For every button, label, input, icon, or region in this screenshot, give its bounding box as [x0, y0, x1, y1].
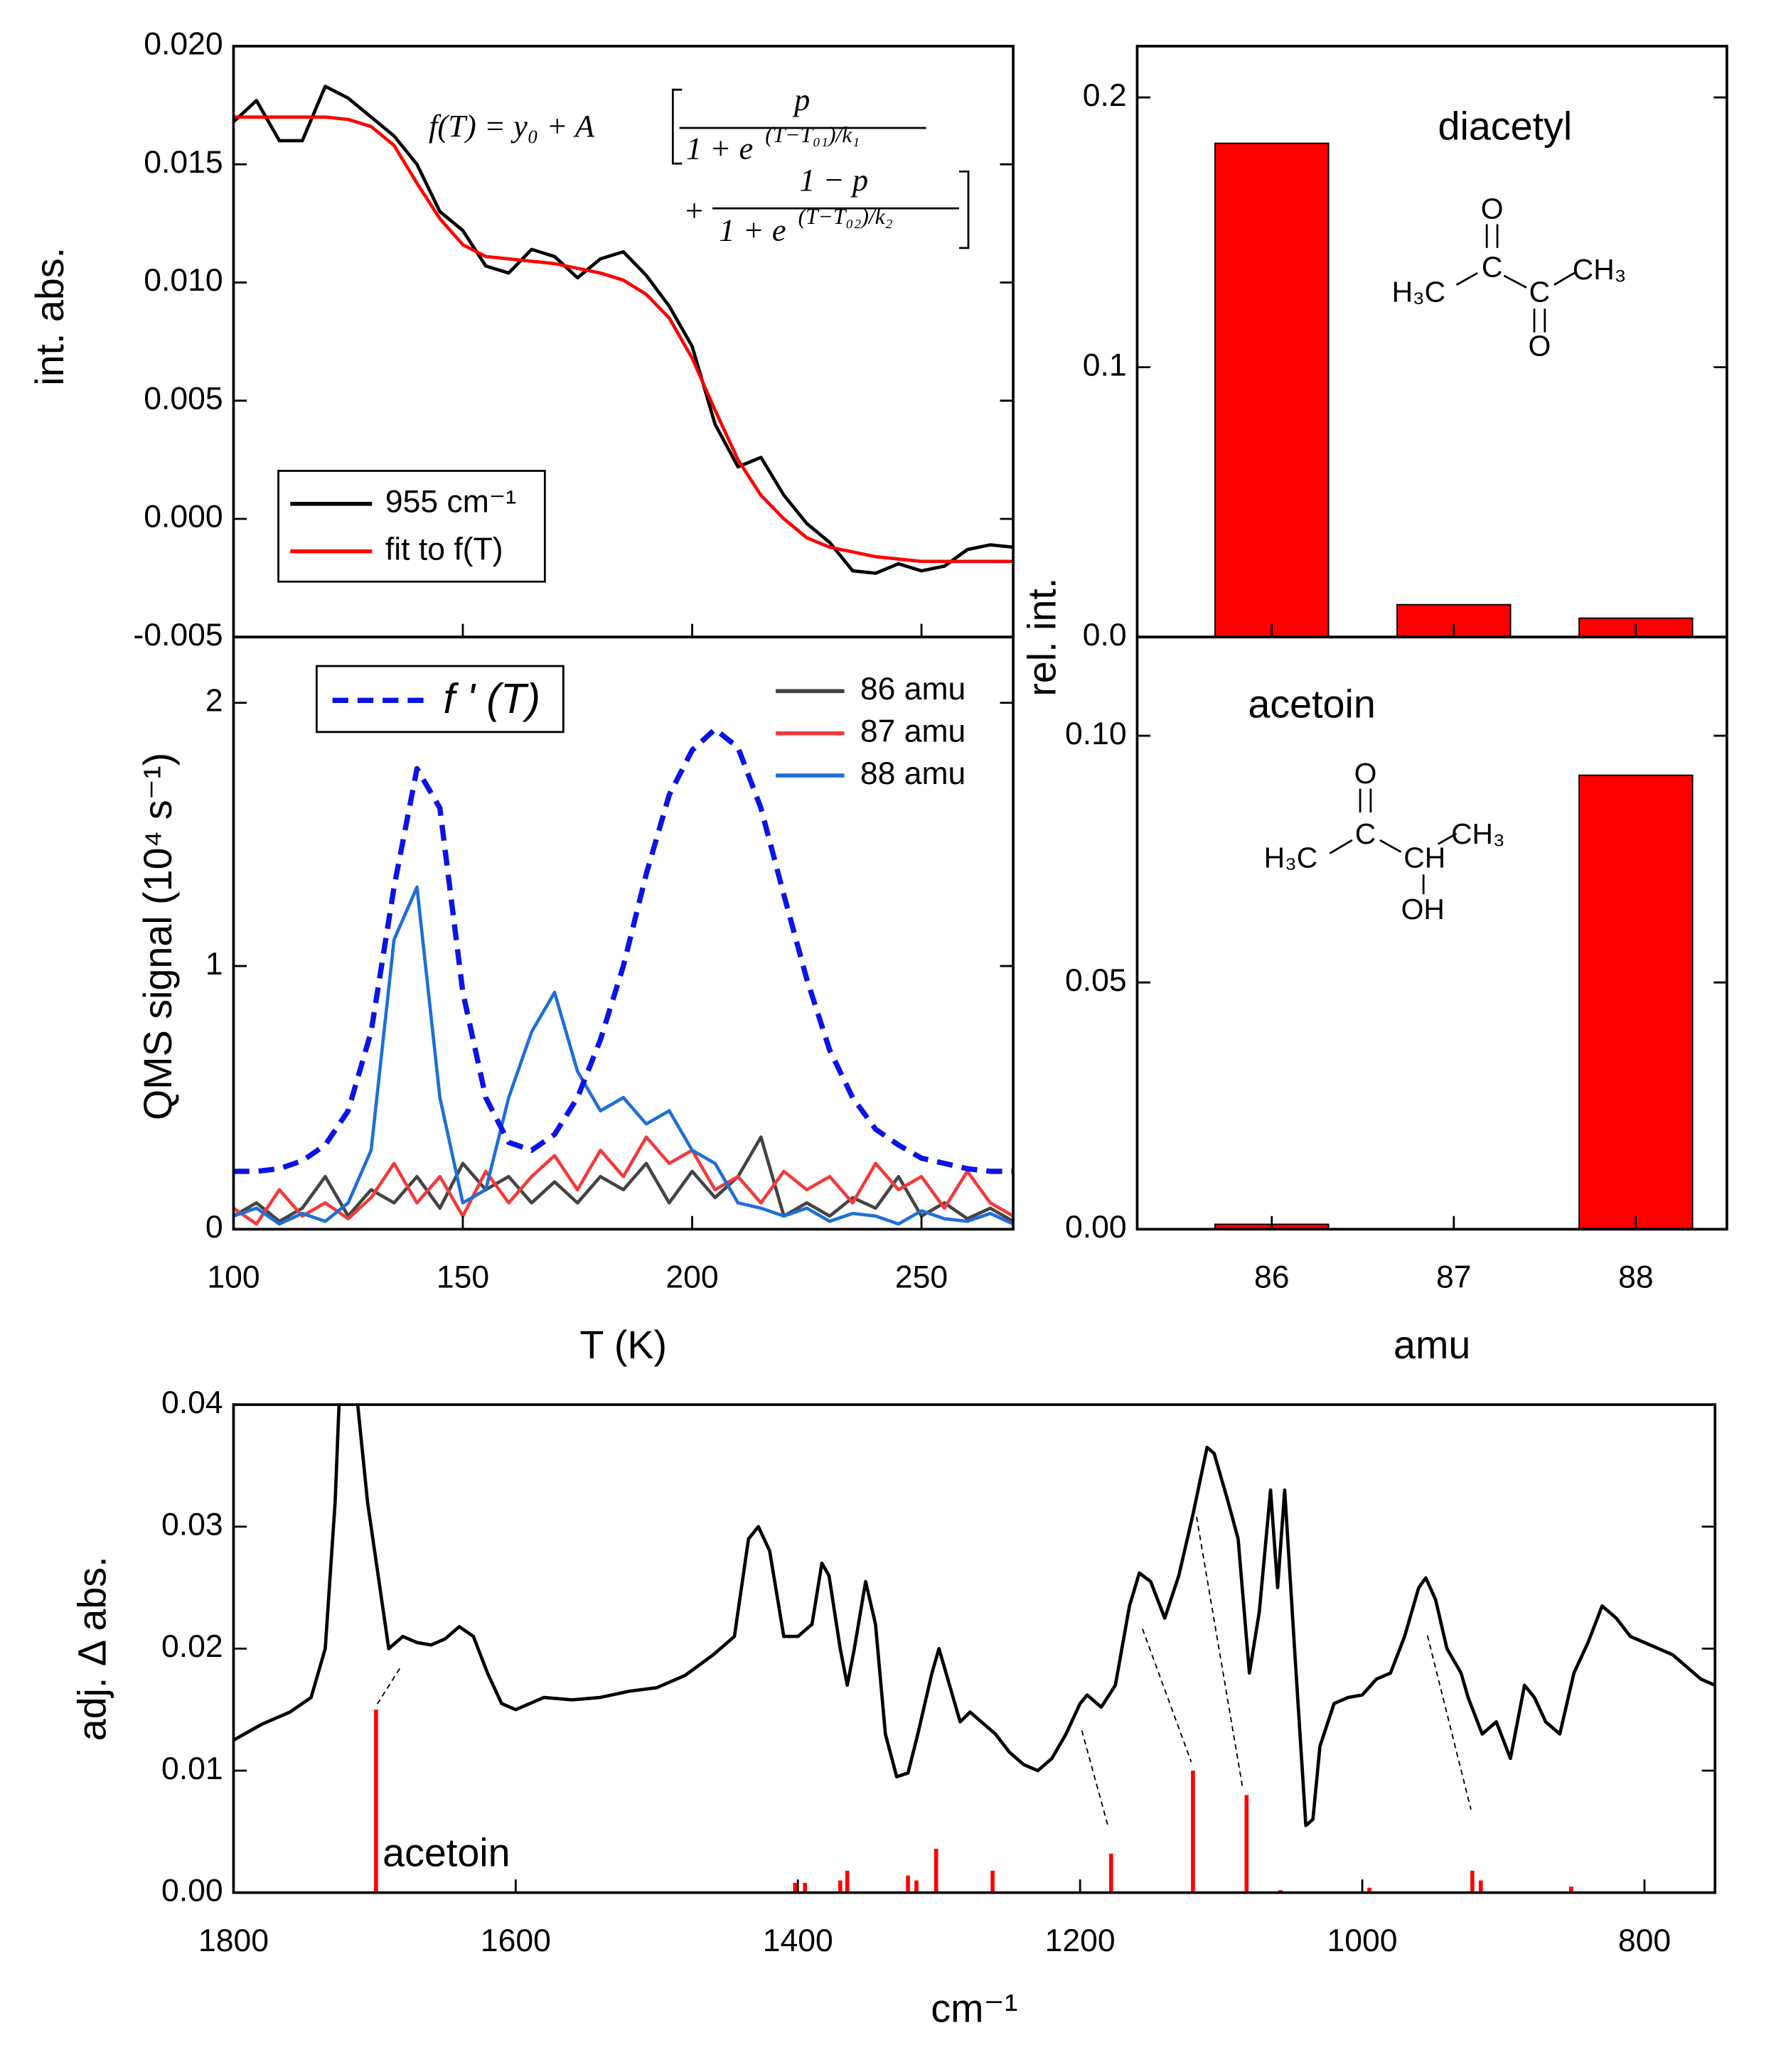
annotation: diacetyl [1438, 104, 1573, 149]
y-tick-label: 0.1 [1083, 348, 1127, 382]
y-axis-label: QMS signal (10⁴ s⁻¹) [136, 753, 180, 1120]
x-tick-label: 86 [1254, 1260, 1290, 1295]
plot-area [233, 1405, 1716, 1893]
x-axis-label: cm⁻¹ [931, 1986, 1017, 2030]
equation-part: 1 + e [686, 131, 753, 166]
y-tick-label: 0.05 [1065, 963, 1127, 998]
y-tick-label: 0.03 [161, 1508, 223, 1542]
legend-label: 88 amu [860, 756, 966, 791]
legend-box [277, 470, 546, 583]
equation-part: (T−T₀₁)/k₁ [765, 122, 860, 147]
structure-atom: O [1354, 757, 1377, 790]
legend-label: 955 cm⁻¹ [385, 485, 516, 520]
series-line [233, 1135, 1014, 1226]
x-tick-label: 87 [1436, 1260, 1472, 1295]
structure-atom: H₃C [1392, 276, 1446, 308]
structure-atom: H₃C [1264, 842, 1318, 874]
structure-bonds [1329, 224, 1578, 895]
x-tick-label: 800 [1618, 1923, 1671, 1958]
x-tick-label: 1200 [1045, 1923, 1116, 1958]
y-axis-label: int. abs. [28, 247, 72, 386]
axes-frame [232, 1403, 1717, 1894]
y-tick-label: 0.000 [144, 500, 223, 535]
x-tick-label: 150 [437, 1260, 489, 1295]
structure-atom: CH₃ [1573, 253, 1627, 286]
structure-atom: O [1481, 193, 1504, 225]
panel: 0.00 0.05 0.10 86 87 88 amu [1065, 635, 1728, 1367]
y-axis-label: rel. int. [1020, 578, 1064, 697]
y-tick-label: -0.005 [133, 618, 223, 653]
series-label: acetoin [383, 1830, 510, 1874]
y-tick-label: 0 [205, 1210, 223, 1245]
x-tick-label: 88 [1618, 1260, 1654, 1295]
y-tick-label: 0.10 [1065, 716, 1127, 751]
equation-part: + [683, 193, 705, 228]
plot-area [1214, 142, 1694, 638]
x-axis-label: T (K) [579, 1323, 667, 1367]
legend-label: fit to f(T) [385, 532, 503, 567]
series-line [233, 115, 1014, 564]
equation-part: 1 − p [799, 162, 868, 198]
y-tick-label: 0.01 [161, 1751, 223, 1786]
panel: 0.0 0.1 0.2 [1083, 45, 1728, 653]
legend-label: 87 amu [860, 714, 966, 748]
equation-brackets [671, 88, 970, 249]
y-tick-label: 0.00 [1065, 1210, 1127, 1245]
series-line [233, 1405, 1716, 1827]
y-tick-label: 0.0 [1083, 618, 1127, 653]
structure-atom: C [1529, 276, 1550, 308]
x-tick-label: 1000 [1327, 1923, 1398, 1958]
structure-atom: C [1355, 817, 1376, 850]
y-tick-label: 0.020 [144, 27, 223, 62]
legend-label: f ' (T) [443, 675, 540, 722]
y-tick-label: 0.015 [144, 145, 223, 180]
y-tick-label: 0.02 [161, 1629, 223, 1664]
y-tick-label: 0.010 [144, 263, 223, 298]
y-tick-label: 0.005 [144, 381, 223, 416]
y-axis-label: adj. Δ abs. [70, 1556, 114, 1741]
series-line [233, 885, 1014, 1226]
x-tick-label: 200 [665, 1260, 718, 1295]
axes-frame [232, 635, 1015, 1231]
equation-part: f(T) = y₀ + A [429, 108, 595, 144]
y-tick-label: 2 [205, 684, 223, 719]
panel: 0 1 2 100 150 200 250 T (K) [205, 635, 1015, 1367]
x-tick-label: 1800 [198, 1923, 269, 1958]
x-tick-label: 1600 [481, 1923, 551, 1958]
series-line [233, 1135, 1014, 1223]
y-tick-label: 0.00 [161, 1873, 223, 1908]
equation-part: p [792, 82, 810, 117]
equation-part: (T−T₀₂)/k₂ [798, 204, 893, 229]
annotation: acetoin [1248, 682, 1375, 726]
structure-atom: O [1529, 330, 1551, 363]
structure-atom: CH [1403, 842, 1445, 874]
y-tick-label: 0.2 [1083, 78, 1127, 113]
bar [1214, 142, 1330, 638]
axes-frame [1135, 635, 1728, 1231]
series-line [233, 726, 1014, 1174]
structure-atom: OH [1401, 893, 1445, 925]
plot-area [233, 85, 1014, 575]
legend-label: 86 amu [860, 672, 966, 707]
structure-atom: C [1482, 250, 1502, 283]
panel: 0.00 0.01 0.02 0.03 0.04 1800 1600 1400 1200 1000… [161, 1385, 1717, 2030]
y-tick-label: 0.04 [161, 1385, 223, 1420]
plot-area [233, 726, 1014, 1226]
assignment-lines [376, 1516, 1472, 1827]
equation-part: 1 + e [719, 213, 786, 248]
series-line [233, 85, 1014, 575]
panel: 0.020 0.015 0.010 0.005 0.000 -0.005 [133, 27, 1015, 653]
x-tick-label: 1400 [763, 1923, 833, 1958]
x-tick-label: 250 [895, 1260, 948, 1295]
bar [1578, 774, 1694, 1230]
structure-atom: CH₃ [1451, 817, 1505, 850]
x-axis-label: amu [1394, 1323, 1470, 1367]
x-tick-label: 100 [207, 1260, 260, 1295]
y-tick-label: 1 [205, 947, 223, 982]
